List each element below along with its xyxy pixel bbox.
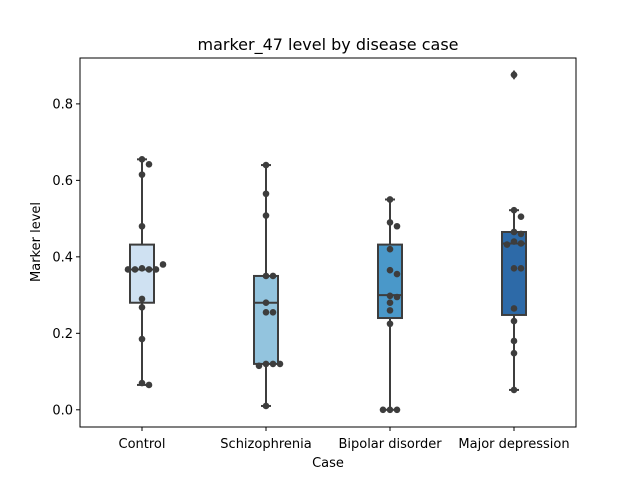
data-point [386, 245, 394, 253]
chart-title: marker_47 level by disease case [197, 35, 458, 55]
data-point [503, 241, 511, 248]
plot-frame [79, 57, 577, 428]
data-point [138, 295, 146, 303]
swarm-group [503, 71, 525, 394]
data-point [138, 265, 146, 272]
data-point [262, 272, 270, 280]
box-group [129, 158, 155, 386]
data-point [262, 190, 270, 198]
x-axis-label: Case [312, 456, 344, 471]
data-point [262, 360, 270, 368]
box-iqr [253, 274, 279, 365]
data-point [379, 406, 387, 414]
data-point [386, 266, 394, 274]
data-point [393, 406, 401, 414]
data-point [517, 213, 525, 220]
swarm-group [124, 156, 167, 389]
y-tick-label: 0.0 [52, 403, 73, 418]
data-point [262, 299, 270, 307]
data-point [138, 379, 146, 387]
data-point [510, 349, 518, 357]
data-point [138, 171, 146, 178]
data-point [262, 308, 270, 316]
data-point [386, 320, 394, 328]
data-point [138, 156, 146, 163]
data-point [393, 222, 401, 230]
data-point [131, 266, 139, 273]
data-point [138, 222, 146, 230]
data-point [386, 406, 394, 414]
data-point [124, 266, 132, 273]
data-point [269, 308, 277, 316]
data-point [138, 304, 146, 311]
data-point [510, 317, 518, 325]
data-point [386, 219, 394, 226]
data-point [510, 228, 518, 236]
data-point [262, 402, 270, 410]
plot-area [124, 69, 527, 414]
x-tick-label: Schizophrenia [220, 437, 311, 452]
data-point [145, 381, 153, 389]
data-point [510, 305, 518, 312]
data-point [386, 307, 394, 314]
data-point [517, 240, 525, 247]
data-point [145, 161, 153, 168]
y-axis-label: Marker level [29, 202, 44, 282]
data-point [510, 265, 518, 272]
data-point [276, 360, 284, 368]
data-point [386, 196, 394, 203]
data-point [152, 266, 160, 273]
box-iqr [129, 243, 155, 304]
swarm-group [255, 161, 284, 410]
data-point [269, 360, 277, 368]
data-point [510, 337, 518, 345]
y-tick-label: 0.4 [52, 250, 73, 265]
x-tick-label: Bipolar disorder [338, 437, 442, 452]
box-iqr [377, 243, 403, 320]
data-point [138, 335, 146, 343]
y-tick-label: 0.8 [52, 97, 73, 112]
data-point [159, 261, 167, 268]
x-tick-label: Major depression [458, 437, 569, 452]
data-point [393, 293, 401, 301]
data-point [510, 71, 518, 79]
data-point [510, 386, 518, 394]
data-point [255, 362, 263, 370]
data-point [510, 206, 518, 214]
data-point [386, 292, 394, 300]
data-point [262, 161, 270, 169]
data-point [145, 266, 153, 273]
box-group [253, 164, 279, 407]
y-tick-label: 0.6 [52, 174, 73, 189]
data-point [269, 272, 277, 280]
y-axis: 0.0 0.2 0.4 0.6 0.8 [52, 97, 80, 418]
swarm-group [379, 196, 401, 414]
data-point [393, 270, 401, 278]
data-point [517, 265, 525, 272]
data-point [386, 299, 394, 307]
x-axis: Control Schizophrenia Bipolar disorder Majo… [119, 427, 570, 452]
data-point [517, 230, 525, 238]
y-tick-label: 0.2 [52, 327, 73, 342]
data-point [262, 212, 270, 219]
x-tick-label: Control [119, 437, 166, 452]
data-point [510, 238, 518, 245]
